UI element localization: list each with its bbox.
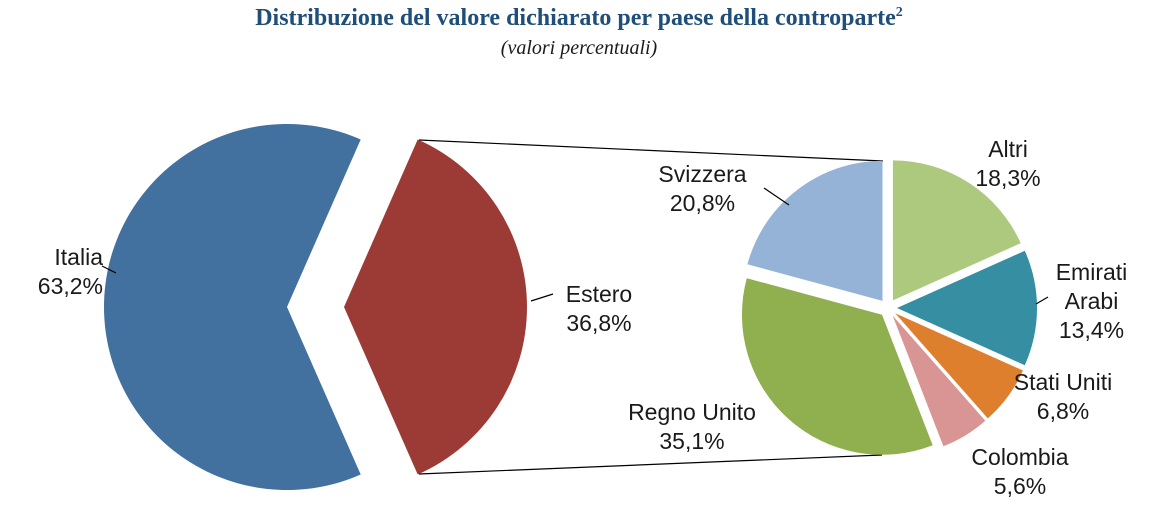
main-pie [103,123,527,490]
secondary-pie [741,160,1038,455]
label-colombia-value: 5,6% [993,472,1047,499]
chart-title: Distribuzione del valore dichiarato per … [0,5,1158,32]
leader-line-svizzera [763,187,790,206]
label-altri-value: 18,3% [975,164,1041,191]
label-emirati-arabi-value: 13,4% [1058,316,1125,343]
label-italia-value: 63,2% [37,272,103,299]
leader-line-emirati-arabi [1035,296,1049,305]
label-stati-uniti: Stati Uniti 6,8% [998,368,1128,426]
label-stati-uniti-name: Stati Uniti [1013,369,1113,395]
leader-line-italia [101,265,117,274]
slice-colombia [892,315,986,447]
leader-line-estero [530,293,554,302]
footnote-marker: 2 [895,5,903,20]
label-estero: Estero 36,8% [553,280,645,338]
label-italia: Italia 63,2% [0,243,103,301]
label-italia-name: Italia [54,244,103,270]
label-regno-unito: Regno Unito 35,1% [616,398,768,456]
label-stati-uniti-value: 6,8% [1036,397,1090,424]
chart-subtitle: (valori percentuali) [500,37,658,59]
label-regno-unito-name: Regno Unito [628,399,756,425]
slice-estero [344,139,527,475]
slice-stati-uniti [895,313,1023,419]
label-estero-name: Estero [565,281,633,307]
label-altri-name: Altri [988,136,1028,162]
label-estero-value: 36,8% [566,309,632,336]
slice-regno-unito [741,278,933,455]
slice-altri [892,160,1021,301]
label-emirati-arabi: Emirati Arabi 13,4% [1040,258,1143,345]
connector-line-bottom [418,454,883,475]
label-colombia: Colombia 5,6% [960,443,1080,501]
label-altri: Altri 18,3% [953,135,1063,193]
label-svizzera: Svizzera 20,8% [640,160,765,218]
label-svizzera-value: 20,8% [669,189,736,216]
slice-italia [103,123,361,490]
label-regno-unito-value: 35,1% [659,427,725,454]
slice-svizzera [747,160,883,301]
slice-emirati-arabi [897,250,1038,366]
connector-line-top [418,139,884,162]
label-svizzera-name: Svizzera [658,161,747,187]
label-emirati-arabi-name: Emirati Arabi [1055,259,1128,314]
label-colombia-name: Colombia [971,444,1069,470]
chart-title-text: Distribuzione del valore dichiarato per … [255,5,896,31]
